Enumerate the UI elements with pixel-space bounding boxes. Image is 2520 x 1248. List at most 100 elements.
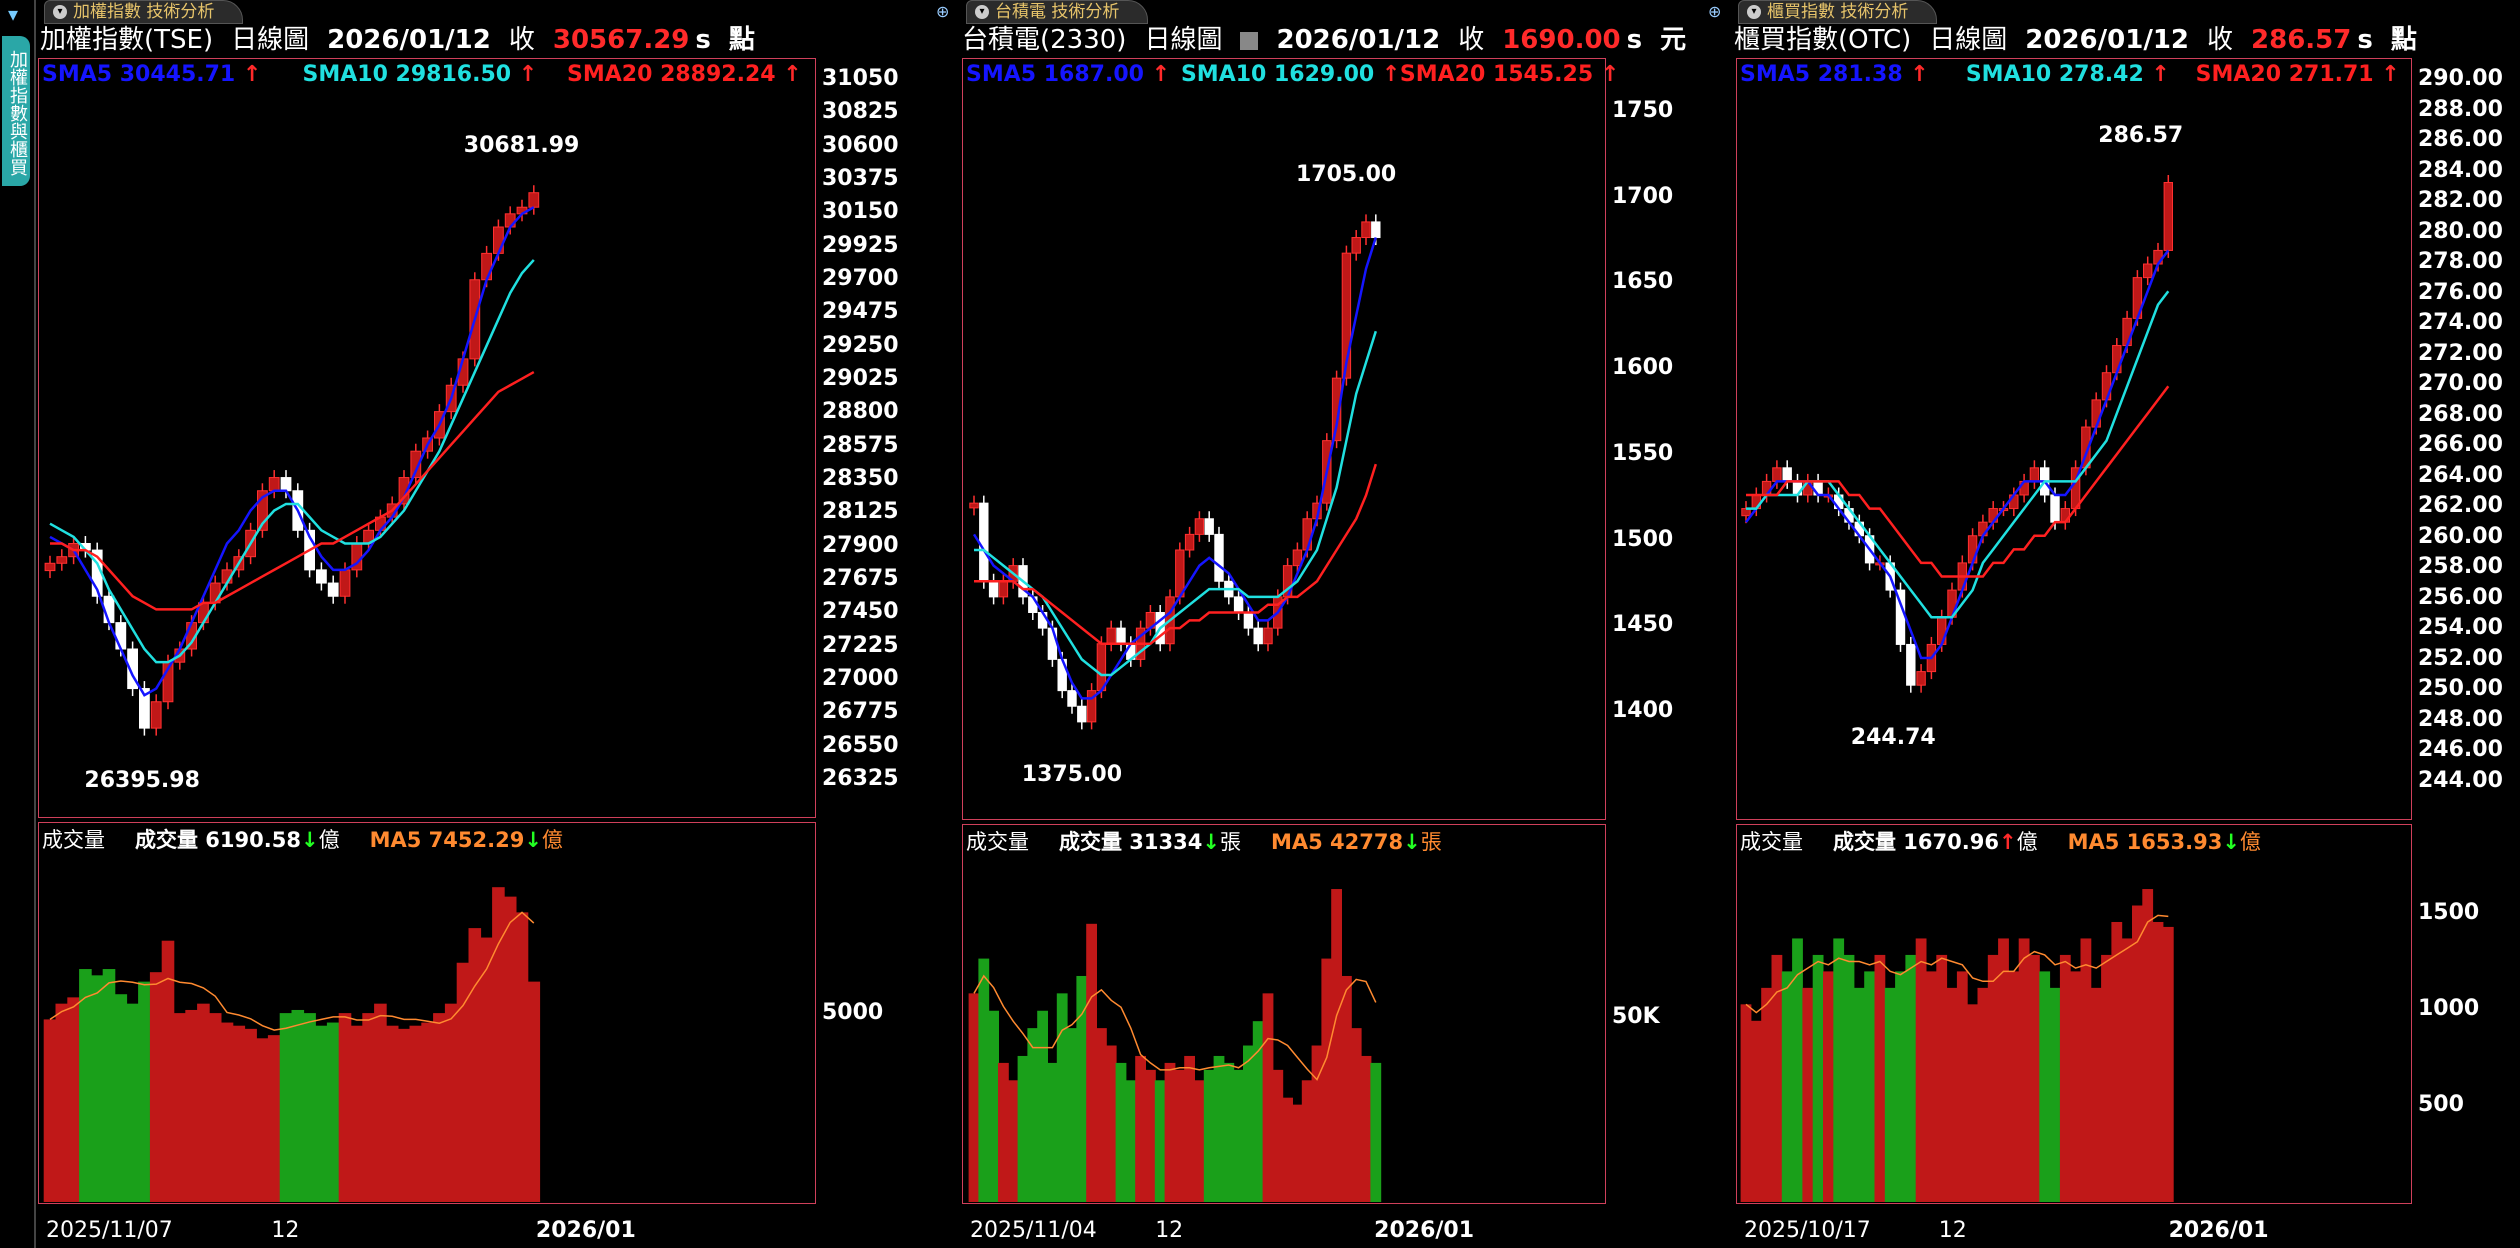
price-tick-label: 246.00 (2418, 737, 2503, 763)
tab-label: 櫃買指數 技術分析 (1767, 2, 1909, 22)
sma10-value: SMA10 29816.50 (302, 62, 512, 87)
zoom-icon[interactable]: ⊕ (1708, 2, 1722, 21)
period-label[interactable]: 日線圖 (231, 25, 310, 55)
volume-chart-frame[interactable] (38, 822, 816, 1204)
volume-bar (1833, 938, 1845, 1202)
volume-tick-label: 50K (1612, 1004, 1660, 1029)
volume-bar (2039, 971, 2051, 1202)
price-tick-label: 290.00 (2418, 66, 2503, 91)
volume-bar (2111, 921, 2123, 1202)
volume-plot[interactable] (1736, 824, 2412, 1204)
volume-bar (161, 940, 175, 1202)
price-chart-frame[interactable] (38, 58, 816, 818)
close-suffix: s (695, 25, 711, 55)
tab-menu-icon[interactable]: ▾ (975, 5, 989, 19)
volume-chart-frame[interactable] (962, 824, 1606, 1204)
volume-bar (1243, 1045, 1254, 1202)
candle-body (1253, 627, 1263, 645)
price-tick-label: 248.00 (2418, 706, 2503, 732)
period-label[interactable]: 日線圖 (1144, 25, 1223, 55)
volume-bar (1164, 1062, 1176, 1202)
price-plot[interactable] (38, 58, 816, 818)
candle-body (1204, 518, 1214, 535)
volume-bar (90, 975, 104, 1202)
volume-plot[interactable] (38, 822, 816, 1204)
price-plot[interactable] (962, 58, 1606, 820)
date-axis-label: 2026/01 (1374, 1218, 1475, 1243)
volume-bar (2142, 889, 2154, 1202)
sidebar-vertical-tab[interactable]: 加權指數與櫃買 (2, 36, 30, 186)
panel-tab[interactable]: ▾ 櫃買指數 技術分析 (1738, 0, 1938, 24)
price-chart-frame[interactable] (1736, 58, 2412, 820)
volume-bar (1321, 958, 1333, 1202)
candle-body (44, 562, 56, 572)
sma10-line (1746, 290, 2170, 619)
price-tick-label: 30375 (822, 166, 899, 191)
candle-body (139, 688, 150, 729)
close-label: 收 (2207, 25, 2234, 55)
tab-label: 台積電 技術分析 (995, 2, 1120, 22)
price-chart-frame[interactable] (962, 58, 1606, 820)
volume-bar (456, 962, 470, 1202)
candle-body (1233, 596, 1244, 614)
volume-bar (515, 912, 529, 1202)
volume-bar (1802, 987, 1814, 1202)
candle-body (1243, 612, 1254, 629)
volume-bar (374, 1003, 387, 1202)
price-tick-label: 27225 (822, 632, 899, 658)
price-plot[interactable] (1736, 58, 2412, 820)
candle-body (1937, 616, 1947, 645)
volume-chart-frame[interactable] (1736, 824, 2412, 1204)
volume-bar (1086, 923, 1097, 1202)
volume-bar (2162, 926, 2174, 1202)
volume-bar (1864, 971, 1875, 1202)
panel-tab[interactable]: ▾ 加權指數 技術分析 (44, 0, 244, 24)
candle-body (410, 450, 422, 479)
volume-bar (1115, 1062, 1127, 1202)
tab-menu-icon[interactable]: ▾ (53, 5, 67, 19)
volume-bar (1174, 1069, 1186, 1202)
sma5-value: SMA5 281.38 (1740, 62, 1903, 87)
sma10-line (49, 259, 535, 664)
period-label[interactable]: 日線圖 (1929, 25, 2008, 55)
tab-label: 加權指數 技術分析 (73, 2, 215, 22)
date-axis-label: 12 (271, 1218, 300, 1243)
volume-bar (267, 1035, 281, 1202)
price-tick-label: 254.00 (2418, 615, 2503, 641)
price-tick-label: 274.00 (2418, 310, 2503, 336)
sma5-line (1745, 249, 2170, 660)
volume-bar (1812, 954, 1824, 1202)
candle-body (481, 252, 493, 281)
candle-body (528, 192, 540, 208)
sma10-value: SMA10 278.42 (1965, 62, 2144, 87)
volume-bar (1135, 1055, 1146, 1202)
volume-bar (1184, 1055, 1195, 1202)
zoom-icon[interactable]: ⊕ (936, 2, 950, 21)
volume-bar (480, 937, 493, 1202)
volume-bar (43, 1019, 57, 1202)
price-tick-label: 29925 (822, 232, 899, 258)
panel-tab[interactable]: ▾ 台積電 技術分析 (966, 0, 1149, 24)
volume-bar (468, 928, 482, 1202)
price-tick-label: 1700 (1612, 183, 1674, 209)
sma5-line (49, 206, 535, 697)
price-tick-label: 29475 (822, 299, 899, 325)
price-tick-label: 270.00 (2418, 371, 2503, 397)
low-price-label: 1375.00 (1021, 761, 1122, 787)
price-tick-label: 276.00 (2418, 279, 2503, 305)
price-tick-label: 284.00 (2418, 157, 2503, 183)
close-suffix: s (2357, 25, 2373, 55)
tab-menu-icon[interactable]: ▾ (1747, 5, 1761, 19)
candle-body (56, 556, 68, 564)
volume-ma-unit: 億 (541, 828, 563, 852)
volume-ma-unit: 億 (2239, 830, 2261, 854)
volume-bar (968, 993, 980, 1202)
period-dropdown-icon[interactable] (1240, 31, 1259, 50)
volume-bar (279, 1013, 293, 1202)
collapse-arrow-icon[interactable]: ▾ (8, 2, 19, 26)
volume-bar (2018, 938, 2030, 1202)
chart-header: 櫃買指數(OTC) 日線圖 2026/01/12 收 286.57 s 點 (1734, 22, 2435, 58)
price-tick-label: 256.00 (2418, 584, 2503, 610)
volume-bar (1027, 1028, 1039, 1202)
volume-plot[interactable] (962, 824, 1606, 1204)
